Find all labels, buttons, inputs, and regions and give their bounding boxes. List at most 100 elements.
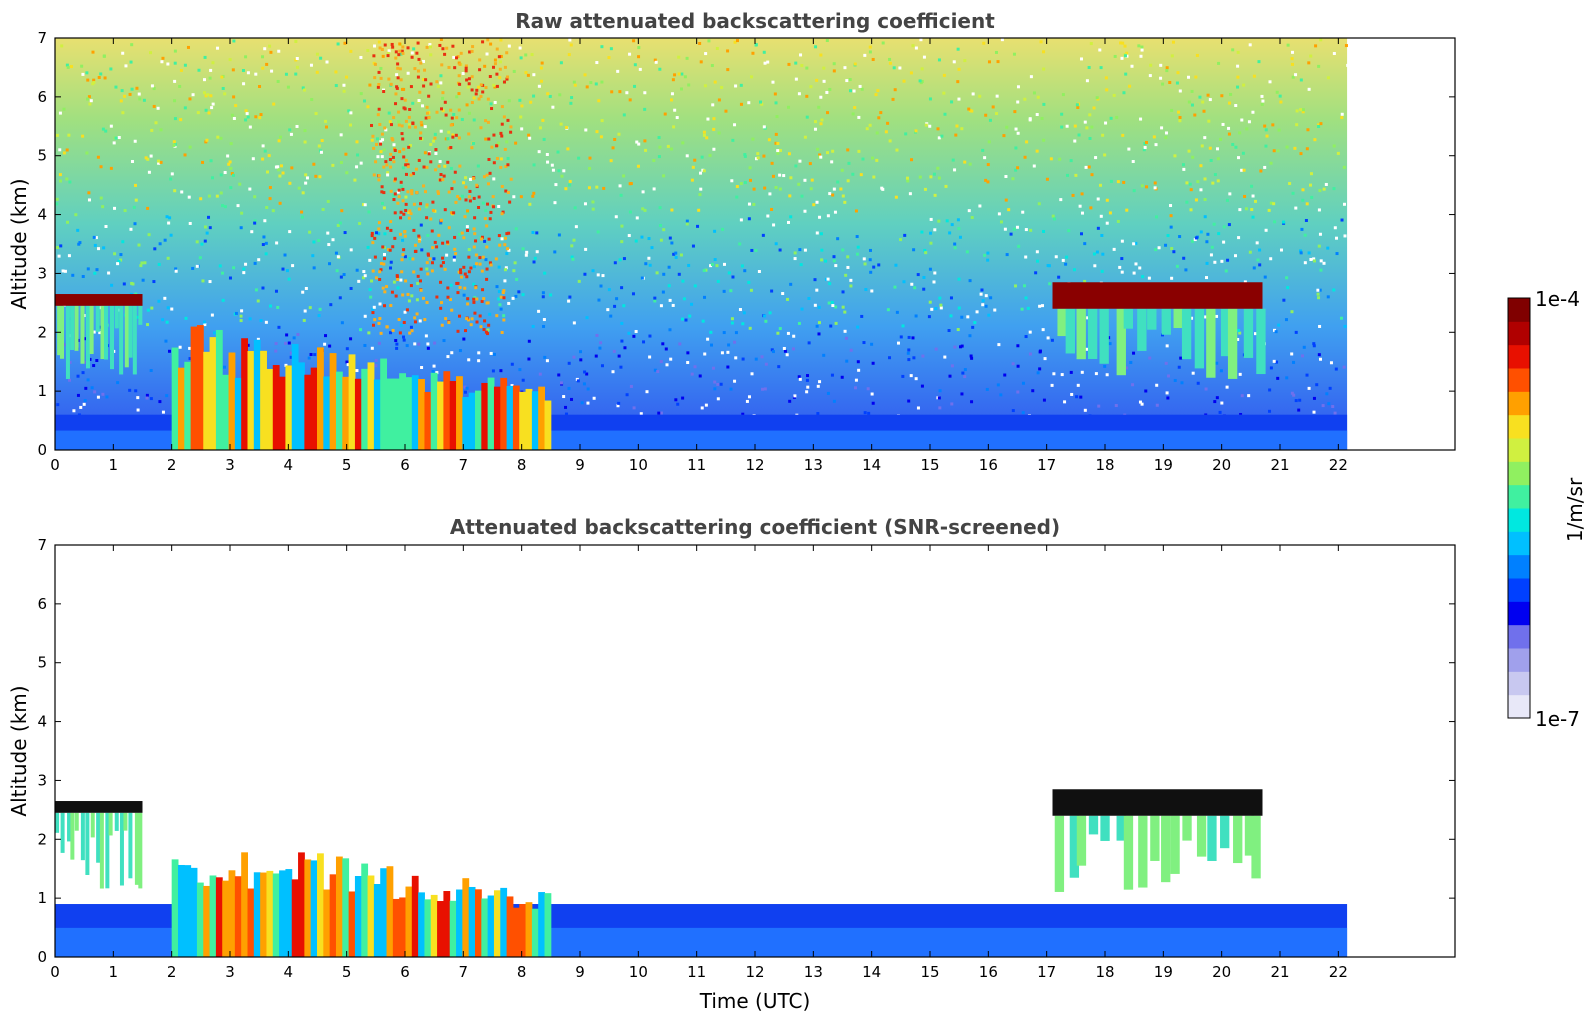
noise-speckle	[200, 242, 204, 246]
virga-streak	[1076, 308, 1086, 360]
noise-speckle	[268, 185, 272, 189]
colorbar-step	[1508, 368, 1530, 392]
noise-speckle	[803, 178, 807, 182]
convective-cloud	[234, 377, 242, 450]
noise-speckle	[834, 264, 838, 268]
noise-speckle	[1085, 126, 1089, 130]
noise-speckle	[907, 348, 911, 352]
noise-speckle	[633, 63, 637, 67]
noise-speckle	[674, 251, 678, 255]
colorbar-step	[1508, 648, 1530, 672]
noise-speckle	[817, 105, 821, 109]
noise-speckle	[1108, 342, 1112, 346]
noise-speckle	[1321, 404, 1325, 408]
noise-speckle	[503, 147, 507, 151]
noise-speckle	[340, 321, 344, 325]
noise-speckle	[447, 226, 451, 230]
noise-speckle	[198, 256, 202, 260]
x-tick-label: 16	[979, 963, 998, 981]
noise-speckle	[1009, 232, 1013, 236]
noise-speckle	[1268, 80, 1272, 84]
noise-speckle	[938, 389, 942, 393]
noise-speckle	[1134, 262, 1138, 266]
noise-speckle	[485, 224, 489, 228]
noise-speckle	[113, 206, 117, 210]
noise-speckle	[479, 325, 483, 329]
noise-speckle	[150, 306, 154, 310]
noise-speckle	[1326, 295, 1330, 299]
noise-speckle	[738, 242, 742, 246]
colorbar-step	[1508, 508, 1530, 532]
noise-speckle	[347, 109, 351, 113]
noise-speckle	[595, 130, 599, 134]
noise-speckle	[466, 209, 470, 213]
noise-speckle	[458, 197, 462, 201]
noise-speckle	[1032, 164, 1036, 168]
x-tick-label: 10	[629, 456, 648, 474]
convective-cloud	[531, 391, 539, 450]
noise-speckle	[1145, 185, 1149, 189]
noise-speckle	[531, 324, 535, 328]
noise-speckle	[685, 219, 689, 223]
y-tick-label: 7	[37, 536, 47, 554]
noise-speckle	[631, 292, 635, 296]
noise-speckle	[395, 86, 399, 90]
noise-speckle	[1035, 250, 1039, 254]
convective-cloud	[405, 377, 413, 450]
noise-speckle	[622, 304, 626, 308]
noise-speckle	[1305, 147, 1309, 151]
noise-speckle	[871, 361, 875, 365]
noise-speckle	[452, 112, 456, 116]
noise-speckle	[1088, 113, 1092, 117]
noise-speckle	[154, 121, 158, 125]
convective-cloud	[430, 894, 438, 957]
noise-speckle	[543, 271, 547, 275]
noise-speckle	[482, 328, 486, 332]
noise-speckle	[500, 212, 504, 216]
noise-speckle	[928, 124, 932, 128]
noise-speckle	[166, 256, 170, 260]
noise-speckle	[159, 128, 163, 132]
noise-speckle	[183, 63, 187, 67]
noise-speckle	[1209, 159, 1213, 163]
noise-speckle	[583, 370, 587, 374]
convective-cloud	[291, 343, 299, 450]
noise-speckle	[778, 187, 782, 191]
noise-speckle	[583, 202, 587, 206]
noise-speckle	[1028, 117, 1032, 121]
noise-speckle	[136, 396, 140, 400]
noise-speckle	[464, 198, 468, 202]
noise-speckle	[1077, 133, 1081, 137]
colorbar-step	[1508, 624, 1530, 649]
noise-speckle	[358, 222, 362, 226]
noise-speckle	[1131, 159, 1135, 163]
noise-speckle	[504, 189, 508, 193]
noise-speckle	[1099, 66, 1103, 70]
noise-speckle	[1190, 103, 1194, 107]
noise-speckle	[460, 194, 464, 198]
noise-speckle	[891, 97, 895, 101]
noise-speckle	[702, 130, 706, 134]
noise-speckle	[570, 255, 574, 259]
noise-speckle	[375, 231, 379, 235]
colorbar-step	[1508, 438, 1530, 462]
noise-speckle	[458, 232, 462, 236]
noise-speckle	[828, 192, 832, 196]
noise-speckle	[816, 147, 820, 151]
noise-speckle	[1016, 390, 1020, 394]
noise-speckle	[815, 200, 819, 204]
noise-speckle	[739, 218, 743, 222]
noise-speckle	[435, 371, 439, 375]
noise-speckle	[451, 44, 455, 48]
noise-speckle	[853, 106, 857, 110]
noise-speckle	[505, 252, 509, 256]
noise-speckle	[488, 217, 492, 221]
noise-speckle	[739, 102, 743, 106]
noise-speckle	[454, 200, 458, 204]
noise-speckle	[300, 210, 304, 214]
noise-speckle	[1269, 161, 1273, 165]
noise-speckle	[1226, 258, 1230, 262]
noise-speckle	[418, 90, 422, 94]
noise-speckle	[386, 173, 390, 177]
noise-speckle	[411, 101, 415, 105]
